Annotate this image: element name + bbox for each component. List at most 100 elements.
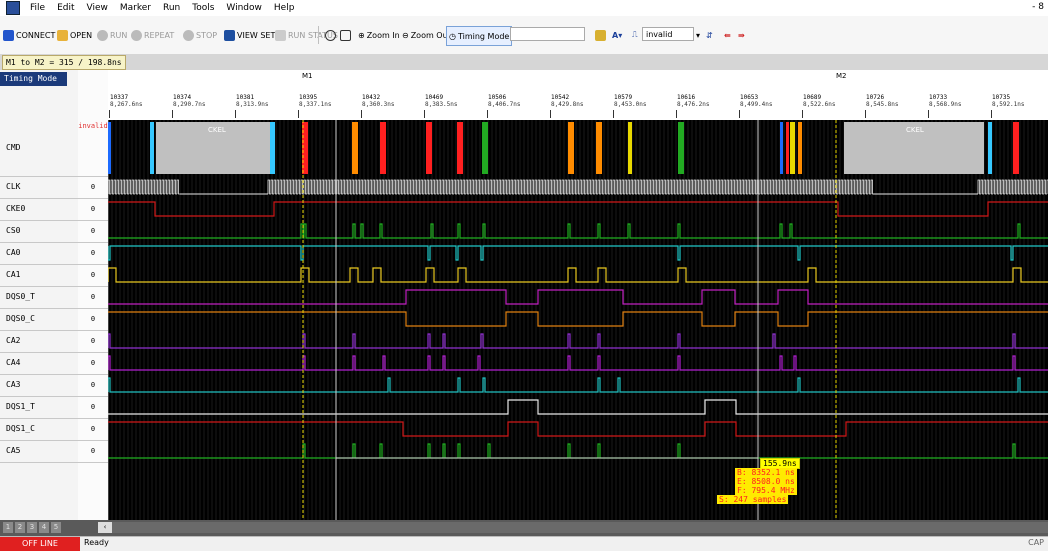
signal-name-cke0[interactable]: CKE0 <box>6 204 26 213</box>
run-button[interactable]: RUN <box>97 26 127 44</box>
zoom-in-button[interactable]: ⊕ Zoom In <box>358 30 400 40</box>
page-tab-5[interactable]: 5 <box>51 522 61 533</box>
signal-waveform <box>108 245 1048 261</box>
fit-button[interactable] <box>340 26 353 44</box>
ruler-tick-label: 10616 8,476.2ns <box>677 94 710 108</box>
view-setup-button[interactable]: VIEW SETUP <box>224 26 286 44</box>
measure-samples-label: S: 247 samples <box>717 495 789 504</box>
signal-name-dqs0-t[interactable]: DQS0_T <box>6 292 35 301</box>
signal-value-cmd: invalid <box>78 122 108 130</box>
search-combo[interactable] <box>510 27 585 41</box>
command-block <box>482 122 488 174</box>
scroll-left-button[interactable]: ‹ <box>98 522 112 533</box>
signal-waveform <box>108 355 1048 371</box>
row-divider <box>0 264 108 265</box>
zoom-out-button[interactable]: ⊖ Zoom Out <box>402 30 451 40</box>
tick-time: 8,360.3ns <box>362 101 395 108</box>
page-tab-1[interactable]: 1 <box>3 522 13 533</box>
signal-name-dqs0-c[interactable]: DQS0_C <box>6 314 35 323</box>
tick-sample: 10733 <box>929 94 948 101</box>
row-divider <box>0 440 108 441</box>
trigger-combo[interactable]: invalid <box>642 27 694 41</box>
command-block <box>798 122 802 174</box>
signal-name-ca0[interactable]: CA0 <box>6 248 21 257</box>
signal-name-dqs1-t[interactable]: DQS1_T <box>6 402 35 411</box>
timing-mode-button[interactable]: ◷ Timing Mode <box>446 26 513 46</box>
signal-name-ca5[interactable]: CA5 <box>6 446 21 455</box>
reset-button[interactable] <box>325 26 338 44</box>
row-divider <box>0 396 108 397</box>
signal-value-ca2: 0 <box>90 337 96 345</box>
signal-name-ca4[interactable]: CA4 <box>6 358 21 367</box>
menu-marker[interactable]: Marker <box>119 3 151 13</box>
toolbar-separator <box>318 26 319 44</box>
zoom-in-icon: ⊕ <box>358 30 365 40</box>
ruler-tick-mark <box>865 110 866 118</box>
signal-name-ca1[interactable]: CA1 <box>6 270 21 279</box>
signal-name-dqs1-c[interactable]: DQS1_C <box>6 424 35 433</box>
menu-view[interactable]: View <box>86 3 108 13</box>
ruler-tick-mark <box>739 110 740 118</box>
window-controls[interactable]: - 8 <box>1032 2 1044 12</box>
row-divider <box>0 418 108 419</box>
signal-name-cs0[interactable]: CS0 <box>6 226 21 235</box>
stop-button[interactable]: STOP <box>183 26 217 44</box>
command-block <box>596 122 602 174</box>
menu-tools[interactable]: Tools <box>192 3 215 13</box>
waveform-plot[interactable]: CKEL CKEL <box>108 120 1048 520</box>
find-icon <box>595 29 606 41</box>
page-tab-3[interactable]: 3 <box>27 522 37 533</box>
signal-name-clk[interactable]: CLK <box>6 182 21 191</box>
tick-time: 8,429.8ns <box>551 101 584 108</box>
signal-value-dqs0-t: 0 <box>90 293 96 301</box>
signal-value-ca4: 0 <box>90 359 96 367</box>
ruler-tick-mark <box>487 110 488 118</box>
row-divider <box>0 352 108 353</box>
ruler-tick-label: 10374 8,290.7ns <box>173 94 206 108</box>
measure-begin-label: B: 8352.1 ns <box>735 468 797 477</box>
menu-help[interactable]: Help <box>273 3 295 13</box>
signal-name-ca3[interactable]: CA3 <box>6 380 21 389</box>
signal-value-dqs1-c: 0 <box>90 425 96 433</box>
trigger-type-button[interactable]: A▾ <box>612 26 622 44</box>
menu-edit[interactable]: Edit <box>57 3 75 13</box>
marker-m1-label[interactable]: M1 <box>302 72 313 80</box>
edge-button[interactable]: ⎍ <box>632 26 638 44</box>
marker-next-button[interactable]: ⇛ <box>738 26 745 44</box>
marker-measure-text: M1 to M2 = 315 / 198.8ns <box>2 55 126 70</box>
ruler-tick-mark <box>613 110 614 118</box>
open-button[interactable]: OPEN <box>57 26 92 44</box>
signal-name-cmd[interactable]: CMD <box>6 143 21 152</box>
tick-sample: 10726 <box>866 94 885 101</box>
menu-file[interactable]: File <box>30 3 46 13</box>
ruler-tick-label: 10395 8,337.1ns <box>299 94 332 108</box>
ruler-tick-mark <box>550 110 551 118</box>
menu-window[interactable]: Window <box>226 3 262 13</box>
page-tab-4[interactable]: 4 <box>39 522 49 533</box>
repeat-button[interactable]: REPEAT <box>131 26 174 44</box>
menu-run[interactable]: Run <box>162 3 181 13</box>
time-ruler[interactable]: 10337 8,267.6ns 10374 8,290.7ns 10381 8,313.9… <box>108 70 1048 120</box>
signal-name-ca2[interactable]: CA2 <box>6 336 21 345</box>
run-status-button[interactable]: RUN STATUS <box>275 26 338 44</box>
dropdown-button[interactable]: ▾ <box>696 26 700 44</box>
measure-frequency-label: F: 795.4 MHz <box>735 486 797 495</box>
horizontal-scrollbar[interactable] <box>112 522 1048 533</box>
ruler-tick-label: 10337 8,267.6ns <box>110 94 143 108</box>
find-button[interactable] <box>595 26 608 44</box>
marker-m2-label[interactable]: M2 <box>836 72 847 80</box>
offline-indicator: OFF LINE <box>0 537 80 551</box>
ruler-tick-mark <box>676 110 677 118</box>
tick-time: 8,267.6ns <box>110 101 143 108</box>
connect-button[interactable]: CONNECT <box>3 26 55 44</box>
tick-sample: 10395 <box>299 94 318 101</box>
tick-sample: 10616 <box>677 94 696 101</box>
page-tab-2[interactable]: 2 <box>15 522 25 533</box>
marker-prev-button[interactable]: ⇚ <box>724 26 731 44</box>
command-block <box>1013 122 1019 174</box>
tick-time: 8,383.5ns <box>425 101 458 108</box>
command-block <box>790 122 795 174</box>
timing-mode-label[interactable]: Timing Mode <box>0 72 67 86</box>
search-prev-button[interactable]: ⇵ <box>706 26 713 44</box>
signal-value-cs0: 0 <box>90 227 96 235</box>
